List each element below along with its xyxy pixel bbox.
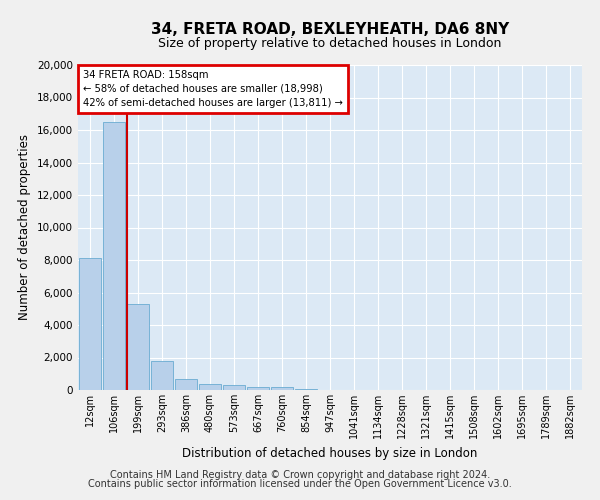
Bar: [247, 386, 269, 390]
Bar: [127, 304, 149, 390]
X-axis label: Distribution of detached houses by size in London: Distribution of detached houses by size …: [182, 446, 478, 460]
Text: Size of property relative to detached houses in London: Size of property relative to detached ho…: [158, 38, 502, 51]
Bar: [175, 380, 197, 390]
Bar: [271, 387, 293, 390]
Text: Contains public sector information licensed under the Open Government Licence v3: Contains public sector information licen…: [88, 479, 512, 489]
Bar: [199, 384, 221, 390]
Bar: [223, 386, 245, 390]
Text: 34 FRETA ROAD: 158sqm
← 58% of detached houses are smaller (18,998)
42% of semi-: 34 FRETA ROAD: 158sqm ← 58% of detached …: [83, 70, 343, 108]
Text: 34, FRETA ROAD, BEXLEYHEATH, DA6 8NY: 34, FRETA ROAD, BEXLEYHEATH, DA6 8NY: [151, 22, 509, 38]
Bar: [79, 258, 101, 390]
Bar: [151, 361, 173, 390]
Text: Contains HM Land Registry data © Crown copyright and database right 2024.: Contains HM Land Registry data © Crown c…: [110, 470, 490, 480]
Bar: [295, 389, 317, 390]
Bar: [103, 122, 125, 390]
Y-axis label: Number of detached properties: Number of detached properties: [19, 134, 31, 320]
